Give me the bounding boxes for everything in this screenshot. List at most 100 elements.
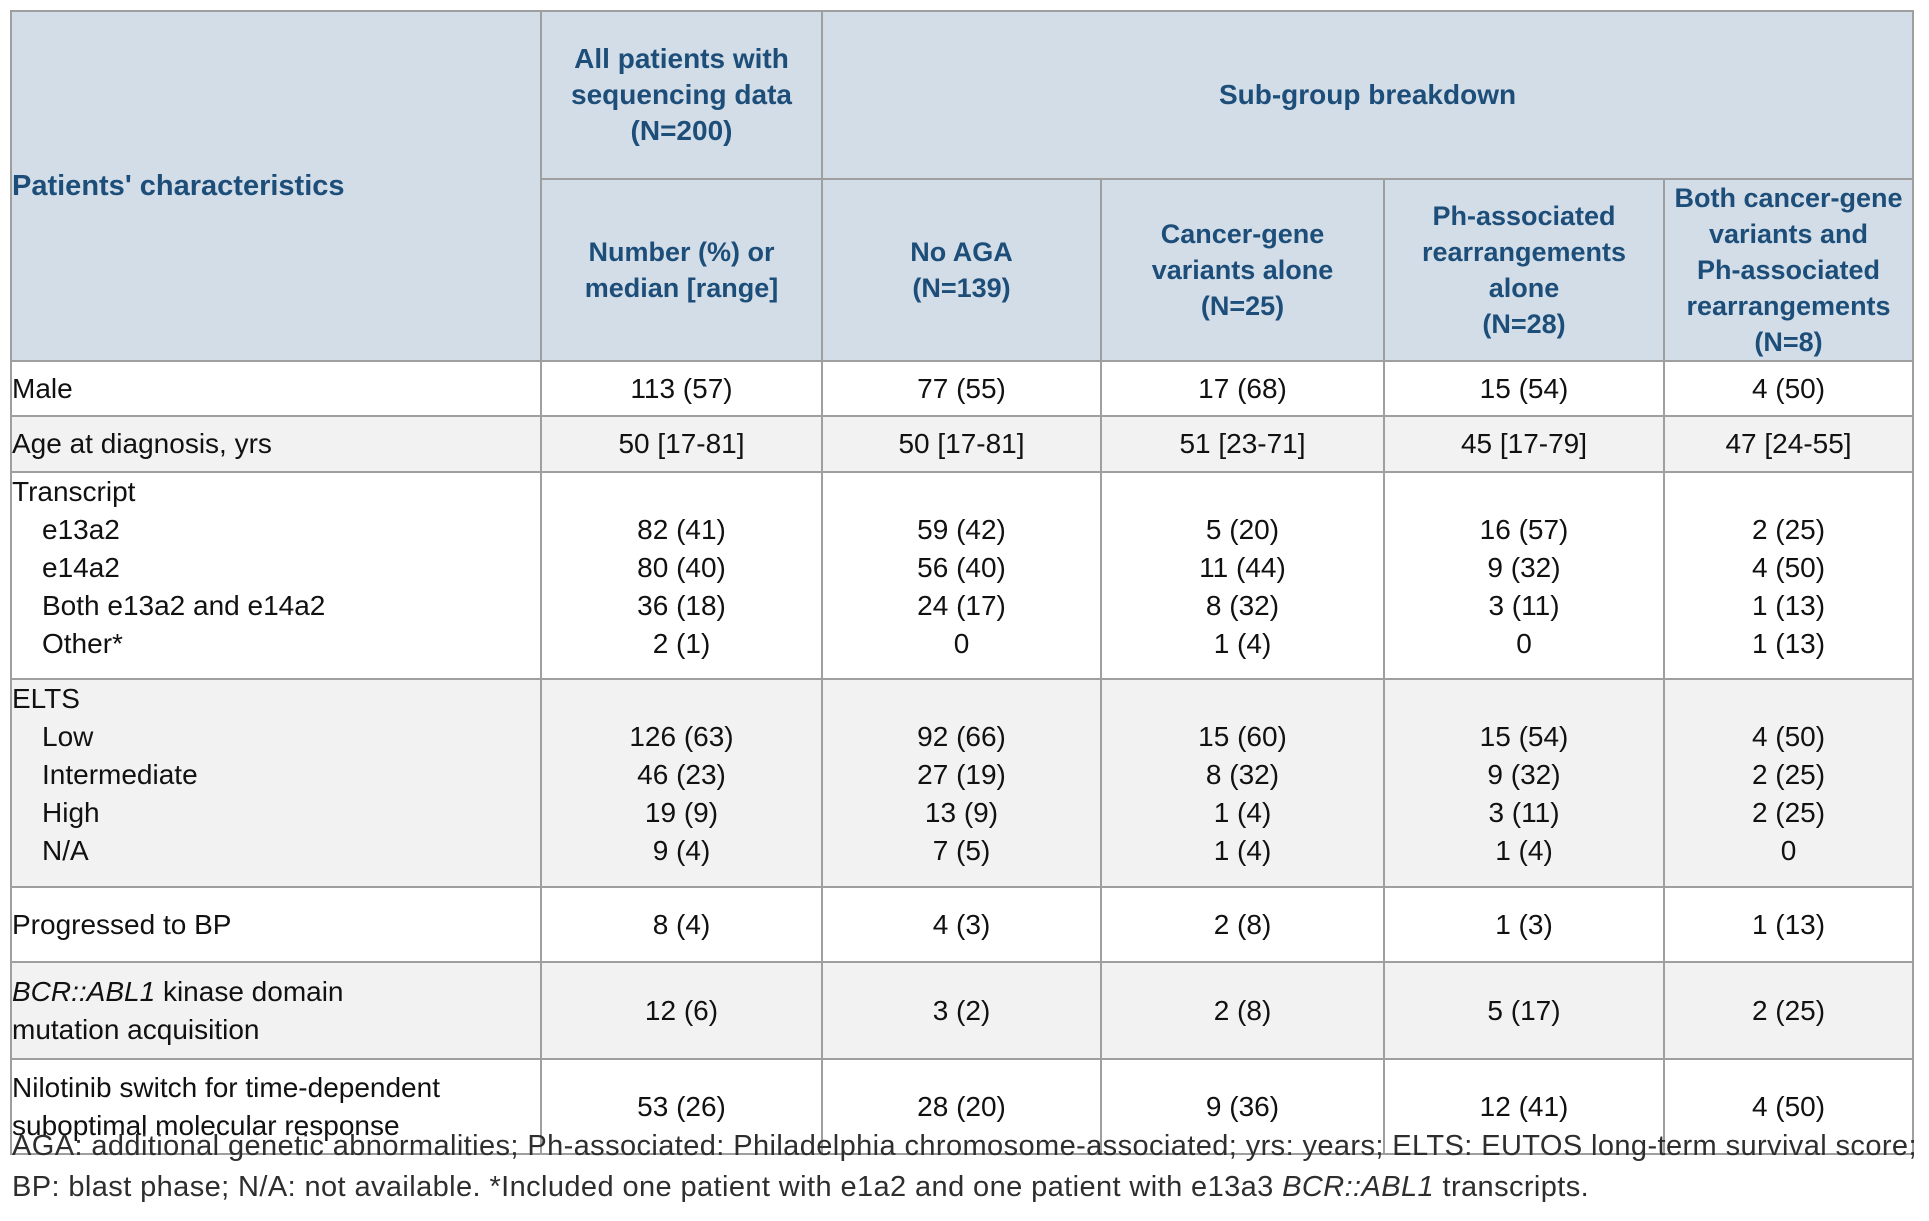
- cell: 0: [953, 628, 970, 659]
- row-label: Nilotinib switch for time-dependent subo…: [10, 1058, 542, 1155]
- row-label: Male: [10, 360, 542, 417]
- cell: 17 (68): [1100, 360, 1385, 417]
- group-label: ELTS: [12, 683, 80, 714]
- row-label: Age at diagnosis, yrs: [10, 415, 542, 473]
- cell: 5 (20): [1205, 514, 1280, 545]
- cell: 4 (3): [821, 886, 1102, 963]
- header-line: (N=139): [912, 273, 1011, 303]
- cell: 15 (60): [1198, 721, 1287, 752]
- cell: 2 (25): [1751, 514, 1826, 545]
- cell: 46 (23): [637, 759, 726, 790]
- gene-name-italic: BCR::ABL1: [12, 975, 156, 1007]
- cell: 16 (57): [1479, 514, 1569, 545]
- cell: 59 (42): [917, 514, 1006, 545]
- footnote-line-2: BP: blast phase; N/A: not available. *In…: [12, 1167, 1917, 1208]
- header-line: (N=8): [1754, 327, 1823, 357]
- sub-label: N/A: [42, 835, 89, 866]
- cell-stack: 2 (25) 4 (50) 1 (13) 1 (13): [1662, 471, 1915, 680]
- cell: 2 (1): [652, 628, 711, 659]
- row-label-group: Transcript e13a2 e14a2 Both e13a2 and e1…: [10, 471, 542, 680]
- cell-stack: 92 (66) 27 (19) 13 (9) 7 (5): [821, 678, 1102, 888]
- cell: 4 (50): [1662, 1058, 1915, 1155]
- cell: 47 [24-55]: [1662, 415, 1915, 473]
- sub-label: Low: [42, 721, 94, 752]
- cell-stack: 82 (41) 80 (40) 36 (18) 2 (1): [540, 471, 823, 680]
- corner-header: Patients' characteristics: [10, 10, 542, 362]
- cell: 4 (50): [1751, 552, 1826, 583]
- header-line: rearrangements: [1686, 291, 1891, 321]
- row-elts-group: ELTS Low Intermediate High N/A 126 (63) …: [10, 678, 1915, 888]
- gene-name-italic: BCR::ABL1: [1282, 1171, 1435, 1203]
- table-footnote: AGA: additional genetic abnormalities; P…: [12, 1126, 1917, 1208]
- cell-stack: 126 (63) 46 (23) 19 (9) 9 (4): [540, 678, 823, 888]
- header-line: All patients with: [574, 43, 789, 74]
- cell-stack: 5 (20) 11 (44) 8 (32) 1 (4): [1100, 471, 1385, 680]
- cell-stack: 4 (50) 2 (25) 2 (25) 0: [1662, 678, 1915, 888]
- footnote-text: transcripts.: [1434, 1171, 1590, 1203]
- header-line: sequencing data: [571, 79, 792, 110]
- sub-label: High: [42, 797, 100, 828]
- header-line: No AGA: [910, 237, 1013, 267]
- cell: 45 [17-79]: [1383, 415, 1665, 473]
- cell: 92 (66): [917, 721, 1006, 752]
- cell: 2 (25): [1751, 759, 1826, 790]
- sub-label: e13a2: [42, 514, 120, 545]
- cell: 2 (25): [1662, 961, 1915, 1060]
- cell: 1 (13): [1662, 886, 1915, 963]
- footnote-text: BP: blast phase; N/A: not available. *In…: [12, 1171, 1283, 1203]
- row-male: Male 113 (57) 77 (55) 17 (68) 15 (54) 4 …: [10, 360, 1915, 417]
- cell: 1 (3): [1383, 886, 1665, 963]
- cell: 9 (32): [1487, 552, 1561, 583]
- col-header-all-patients: All patients with sequencing data (N=200…: [540, 10, 823, 180]
- cell: 19 (9): [644, 797, 719, 828]
- cell: 1 (13): [1751, 628, 1826, 659]
- cell: 56 (40): [917, 552, 1006, 583]
- cell: 9 (4): [652, 835, 711, 866]
- header-line: alone: [1488, 273, 1560, 303]
- cell: 50 [17-81]: [540, 415, 823, 473]
- header-line: Ph-associated: [1432, 201, 1616, 231]
- patient-characteristics-table: Patients' characteristics All patients w…: [10, 10, 1915, 1155]
- col-header-both: Both cancer-gene variants and Ph-associa…: [1662, 178, 1915, 362]
- row-age: Age at diagnosis, yrs 50 [17-81] 50 [17-…: [10, 415, 1915, 473]
- cell: 1 (4): [1495, 835, 1553, 866]
- header-line: Cancer-gene: [1160, 219, 1325, 249]
- sub-label: e14a2: [42, 552, 120, 583]
- cell: 7 (5): [932, 835, 991, 866]
- header-row-2: Number (%) or median [range] No AGA (N=1…: [11, 178, 1915, 362]
- cell: 77 (55): [821, 360, 1102, 417]
- col-header-number-median: Number (%) or median [range]: [540, 178, 823, 362]
- cell: 2 (25): [1751, 797, 1826, 828]
- cell: 8 (32): [1205, 759, 1280, 790]
- cell: 15 (54): [1479, 721, 1569, 752]
- header-line: variants and: [1708, 219, 1869, 249]
- row-label-group: ELTS Low Intermediate High N/A: [10, 678, 542, 888]
- cell: 8 (32): [1205, 590, 1280, 621]
- cell-stack: 16 (57) 9 (32) 3 (11) 0: [1383, 471, 1665, 680]
- cell: 3 (11): [1488, 797, 1560, 828]
- group-label: Transcript: [12, 476, 136, 507]
- cell: 53 (26): [540, 1058, 823, 1155]
- header-line: variants alone: [1151, 255, 1334, 285]
- cell: 82 (41): [637, 514, 726, 545]
- cell: 11 (44): [1199, 552, 1286, 583]
- cell: 12 (41): [1383, 1058, 1665, 1155]
- cell: 9 (32): [1487, 759, 1561, 790]
- cell: 8 (4): [540, 886, 823, 963]
- row-label: Progressed to BP: [10, 886, 542, 963]
- header-line: Both cancer-gene: [1674, 183, 1903, 213]
- sub-label: Both e13a2 and e14a2: [42, 590, 326, 621]
- cell: 1 (4): [1213, 797, 1272, 828]
- row-label: BCR::ABL1 kinase domain mutation acquisi…: [10, 961, 542, 1060]
- col-header-ph-associated: Ph-associated rearrangements alone (N=28…: [1383, 178, 1665, 362]
- header-line: median [range]: [584, 273, 779, 303]
- cell: 1 (4): [1213, 835, 1272, 866]
- header-row-1: Patients' characteristics All patients w…: [10, 10, 1915, 362]
- cell: 51 [23-71]: [1100, 415, 1385, 473]
- header-line: (N=200): [630, 115, 733, 146]
- cell: 15 (54): [1383, 360, 1665, 417]
- header-line: rearrangements: [1421, 237, 1627, 267]
- header-line: Number (%) or: [588, 237, 775, 267]
- cell: 4 (50): [1751, 721, 1826, 752]
